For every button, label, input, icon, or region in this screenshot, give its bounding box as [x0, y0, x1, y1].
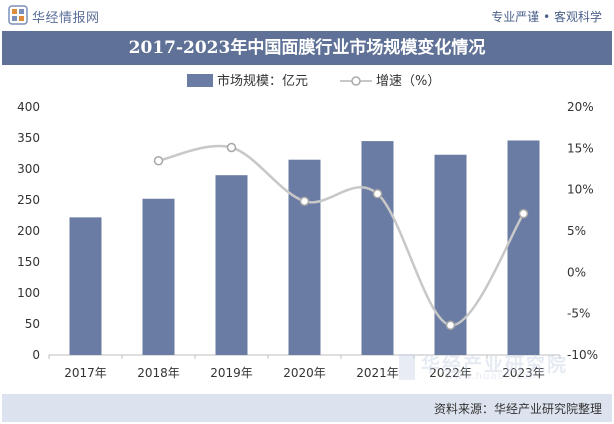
chart-area: 市场规模：亿元 增速（%） 0 50 100 150 200 250 300 350 400 -10%… — [17, 73, 598, 380]
x-tick-label: 2023年 — [502, 366, 545, 380]
legend-bar-swatch — [187, 74, 213, 87]
huajing-logo-icon — [8, 5, 28, 25]
x-tick-label: 2022年 — [429, 366, 472, 380]
bar-2017年 — [69, 217, 102, 355]
bar-2021年 — [361, 141, 394, 355]
legend-bar-label: 市场规模：亿元 — [217, 73, 308, 89]
bar-2019年 — [215, 175, 248, 355]
y-right-tick-label: -5% — [567, 307, 590, 321]
source-note: 资料来源：华经产业研究院整理 — [433, 402, 602, 416]
header-bar: 华经情报网 专业严谨 • 客观科学 — [0, 0, 614, 30]
y-left-tick-label: 50 — [25, 317, 40, 331]
y-right-tick-label: 5% — [567, 224, 586, 238]
growth-point-2019年 — [226, 142, 237, 153]
bar-2023年 — [507, 140, 540, 355]
footer-bar: 资料来源：华经产业研究院整理 — [2, 394, 612, 422]
x-tick-label: 2019年 — [210, 366, 253, 380]
y-right-tick-label: 0% — [567, 265, 586, 279]
y-left-tick-label: 350 — [17, 131, 40, 145]
y-right-tick-label: -10% — [567, 348, 598, 362]
y-left-tick-label: 150 — [17, 255, 40, 269]
x-tick-label: 2017年 — [64, 366, 107, 380]
chart-title: 2017-2023年中国面膜行业市场规模变化情况 — [128, 38, 486, 58]
bar-2018年 — [142, 198, 175, 355]
x-tick-label: 2020年 — [283, 366, 326, 380]
growth-point-2020年 — [299, 196, 310, 206]
y-right-tick-label: 20% — [567, 100, 594, 114]
legend-line-marker — [351, 76, 361, 86]
growth-line — [158, 144, 525, 327]
brand-name: 华经情报网 — [32, 11, 100, 26]
y-left-tick-label: 250 — [17, 193, 40, 207]
growth-point-2021年 — [372, 189, 383, 199]
y-left-tick-label: 300 — [17, 162, 40, 176]
growth-point-2018年 — [153, 155, 164, 166]
y-left-tick-label: 200 — [17, 224, 40, 238]
y-right-tick-label: 15% — [567, 141, 594, 155]
y-right-tick-label: 10% — [567, 183, 594, 197]
y-left-tick-label: 0 — [32, 348, 40, 362]
x-tick-label: 2018年 — [137, 366, 180, 380]
growth-point-2022年 — [445, 320, 456, 330]
title-bar: 2017-2023年中国面膜行业市场规模变化情况 — [2, 31, 612, 65]
legend-line-label: 增速（%） — [376, 74, 440, 89]
y-left-tick-label: 100 — [17, 286, 40, 300]
y-left-tick-label: 400 — [17, 100, 40, 114]
growth-point-2023年 — [518, 208, 529, 219]
x-tick-label: 2021年 — [356, 366, 399, 380]
brand-slogan: 专业严谨 • 客观科学 — [491, 10, 602, 24]
bar-2020年 — [288, 159, 321, 355]
